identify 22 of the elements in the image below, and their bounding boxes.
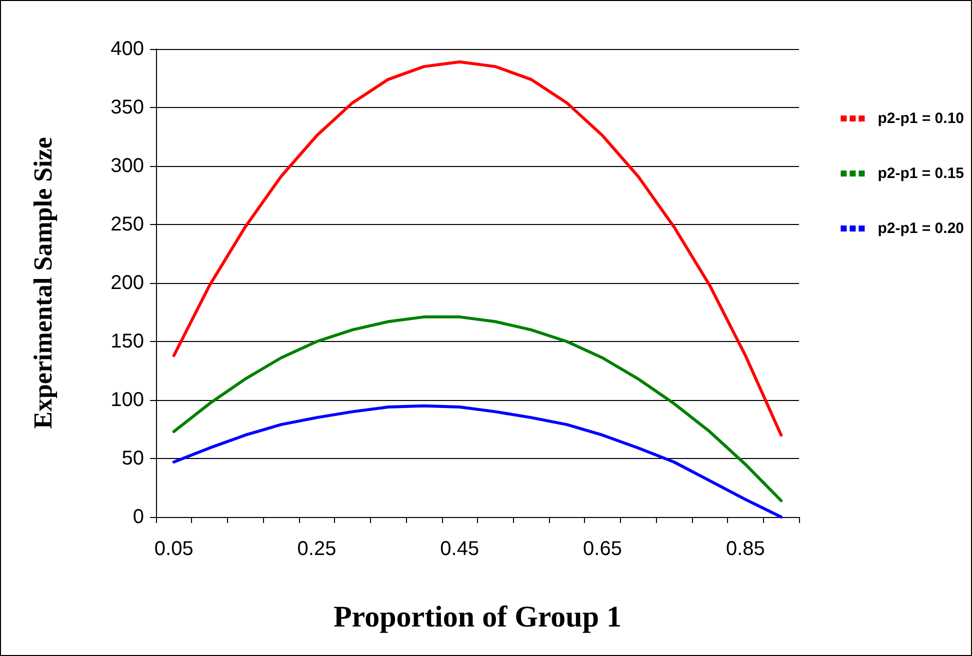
- y-tick-label: 200: [110, 272, 144, 294]
- legend-label: p2-p1 = 0.15: [878, 165, 964, 182]
- y-tick-label: 300: [110, 155, 144, 177]
- x-tick-label: 0.25: [297, 538, 336, 560]
- y-tick-label: 250: [110, 214, 144, 236]
- line-series: [172, 315, 783, 502]
- y-tick-label: 150: [110, 330, 144, 352]
- x-tick-label: 0.65: [583, 538, 622, 560]
- x-tick-label: 0.85: [726, 538, 765, 560]
- y-tick-label: 400: [110, 38, 144, 60]
- legend-label: p2-p1 = 0.10: [878, 110, 964, 127]
- y-tick-label: 50: [122, 448, 144, 470]
- y-tick-label: 350: [110, 96, 144, 118]
- y-tick-label: 100: [110, 389, 144, 411]
- line-series: [172, 404, 783, 518]
- line-series: [172, 60, 783, 437]
- x-tick-label: 0.05: [154, 538, 194, 560]
- legend-label: p2-p1 = 0.20: [878, 220, 964, 237]
- x-axis-title: Proportion of Group 1: [333, 600, 622, 634]
- y-tick-label: 0: [132, 506, 144, 528]
- x-tick-label: 0.45: [440, 538, 480, 560]
- y-axis-title: Experimental Sample Size: [28, 137, 58, 429]
